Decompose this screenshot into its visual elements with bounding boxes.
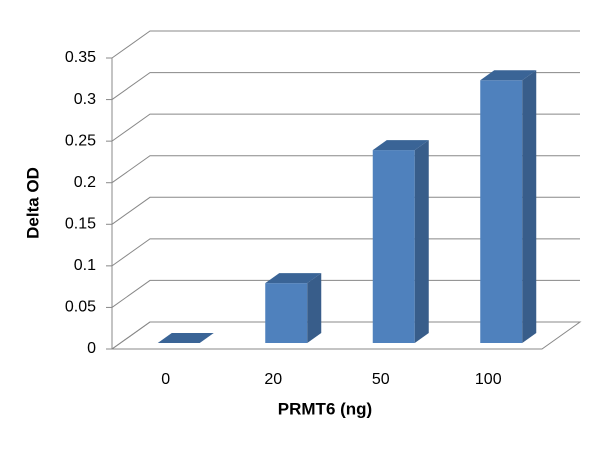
y-axis-title: Delta OD xyxy=(23,167,42,239)
grid-line xyxy=(111,155,580,184)
y-tick-label: 0.1 xyxy=(74,257,96,274)
x-tick-label: 50 xyxy=(372,371,390,388)
x-tick-label: 20 xyxy=(264,371,282,388)
grid-line xyxy=(111,238,580,267)
y-tick-label: 0.15 xyxy=(65,216,96,233)
y-tick-label: 0.05 xyxy=(65,299,96,316)
bar xyxy=(372,150,415,343)
grid-line xyxy=(111,321,580,350)
bar-top xyxy=(480,70,537,81)
bar-top xyxy=(265,273,322,284)
grid-line xyxy=(111,196,580,225)
y-tick-label: 0.25 xyxy=(65,132,96,149)
y-tick-label: 0.3 xyxy=(74,91,96,108)
grid-line xyxy=(111,30,580,59)
x-tick-label: 0 xyxy=(161,371,170,388)
y-tick-label: 0.2 xyxy=(74,174,96,191)
x-tick-label: 100 xyxy=(475,371,502,388)
grid-line xyxy=(111,72,580,100)
bar xyxy=(265,283,308,343)
bar-side xyxy=(522,70,537,344)
grid-line xyxy=(111,279,580,308)
bar xyxy=(480,80,523,344)
y-tick-label: 0 xyxy=(87,340,96,357)
bar-top xyxy=(372,140,429,151)
bar-side xyxy=(307,273,322,343)
bar-top xyxy=(157,333,214,343)
grid-line xyxy=(111,113,580,142)
x-axis-title: PRMT6 (ng) xyxy=(278,399,372,418)
y-tick-label: 0.35 xyxy=(65,49,96,66)
bar-side xyxy=(414,140,429,343)
